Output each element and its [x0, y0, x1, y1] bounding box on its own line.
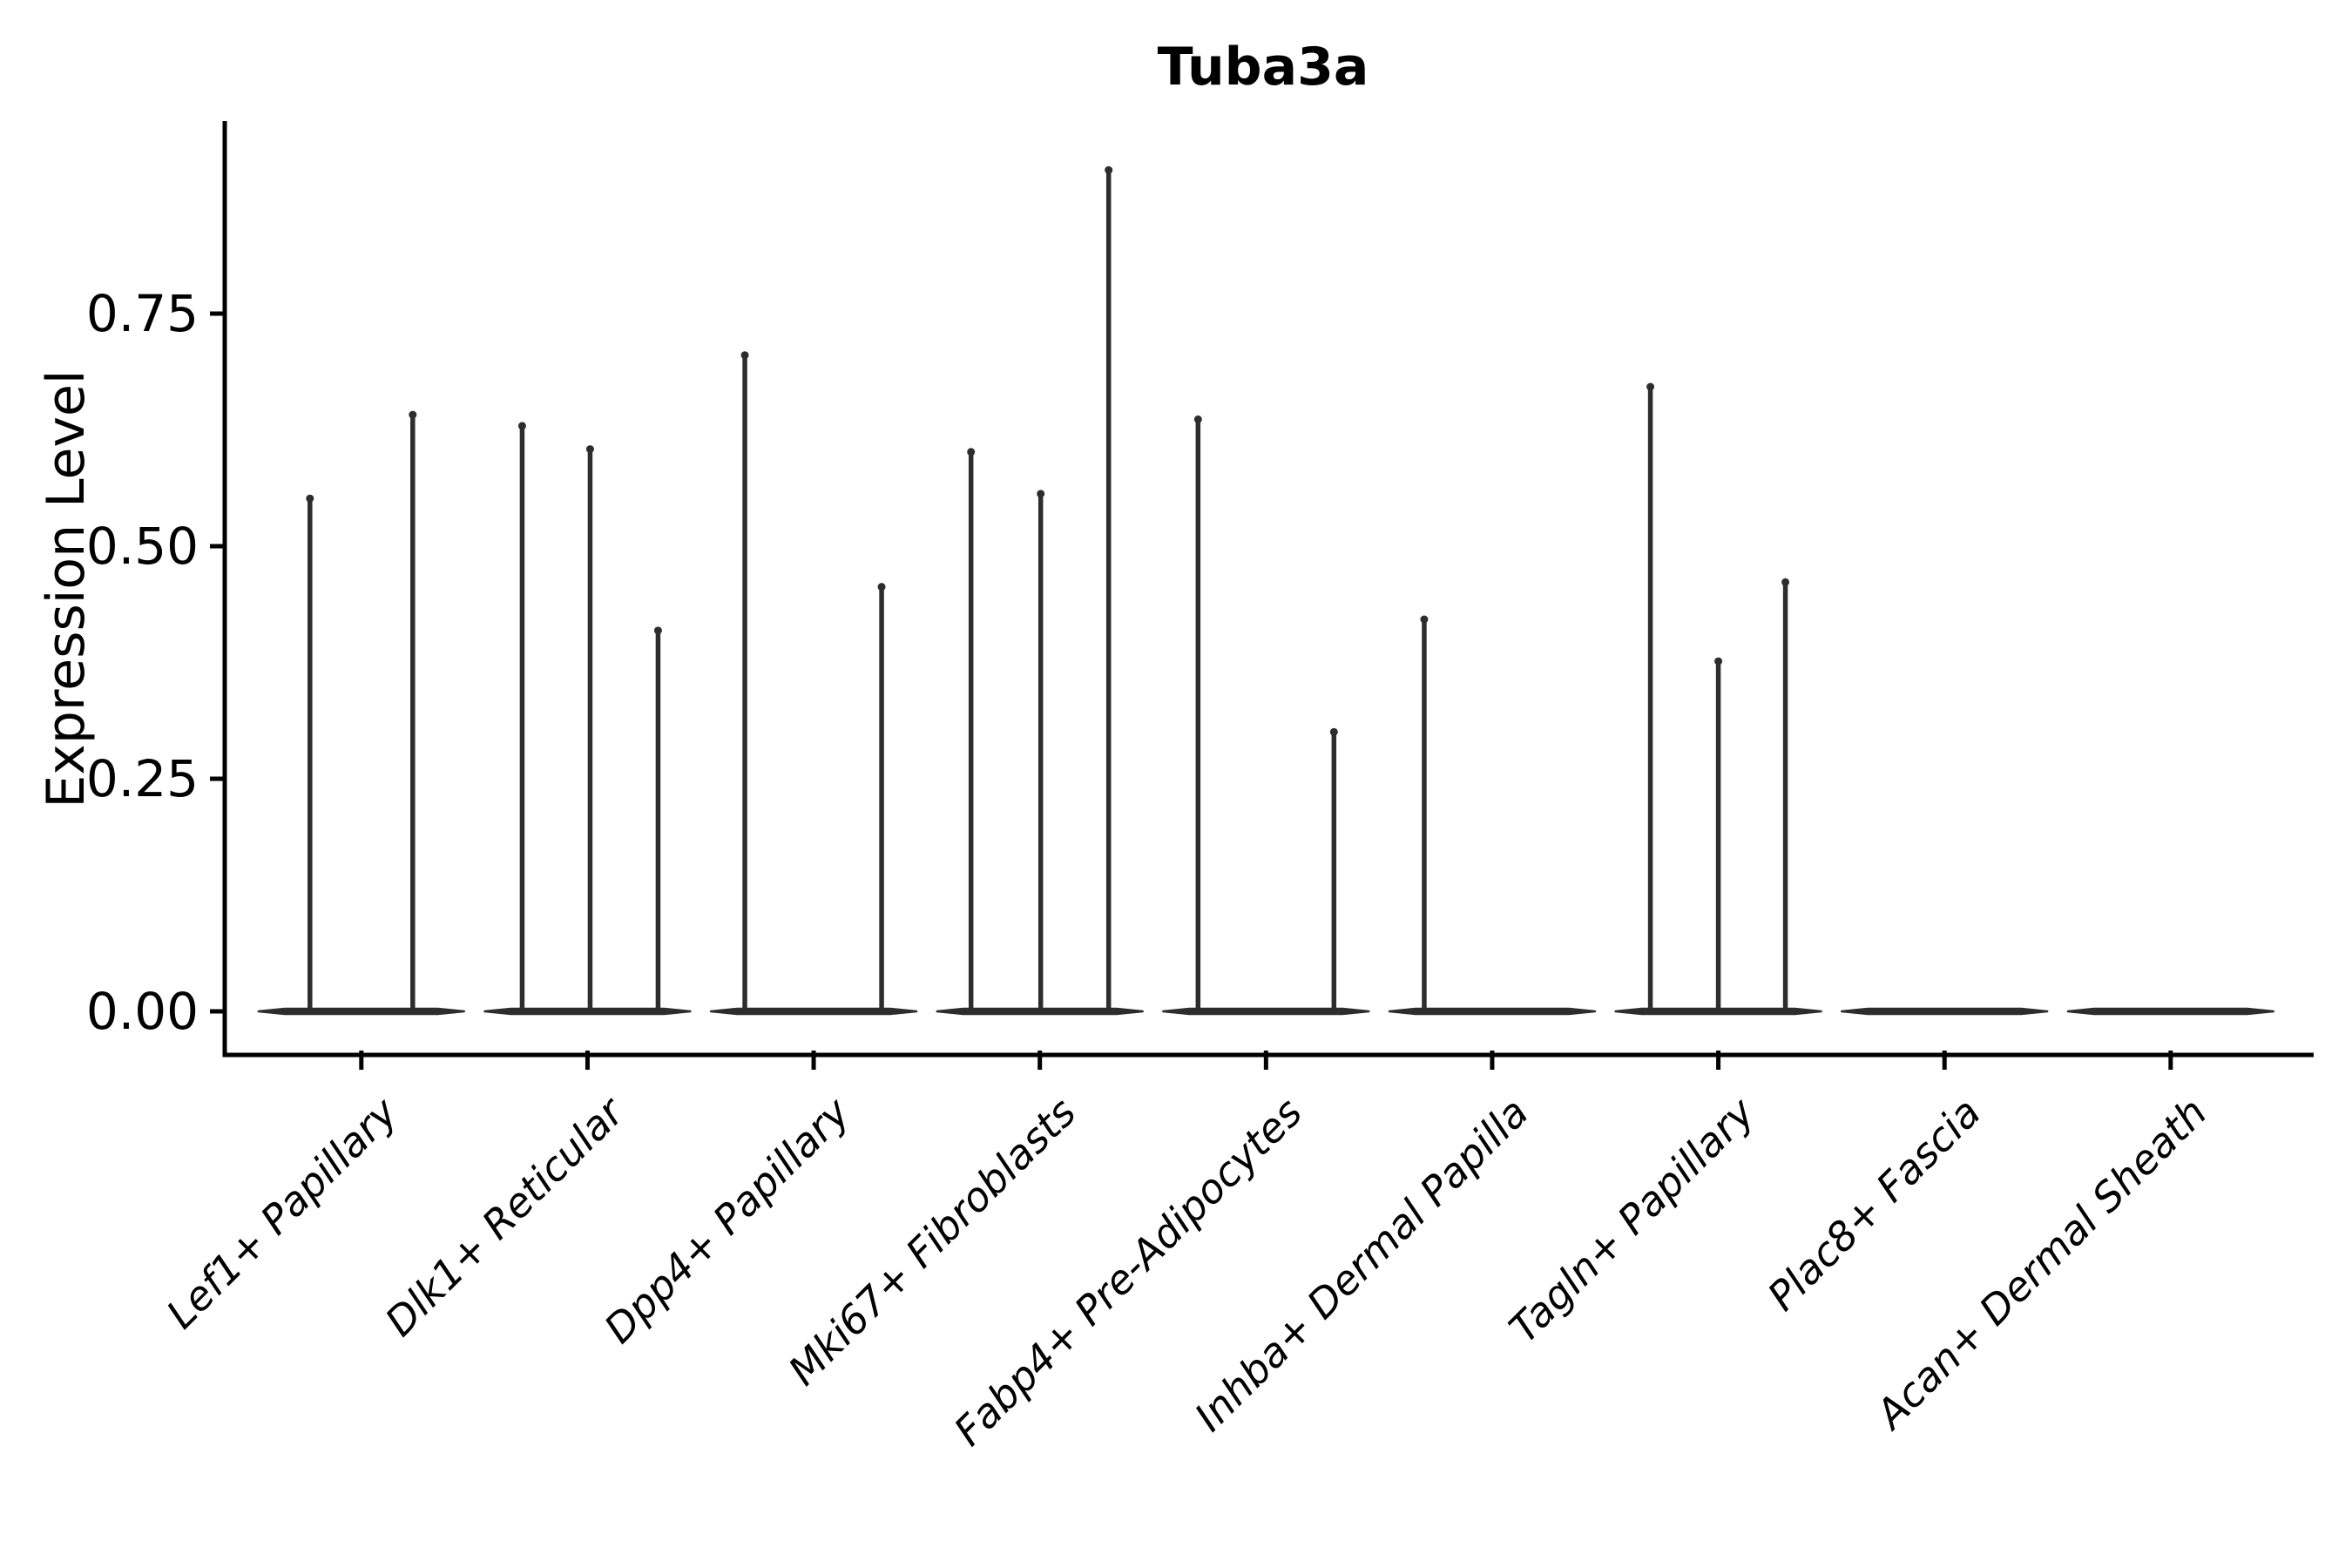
violin-baseline [1388, 1007, 1597, 1016]
chart-title: Tuba3a [1158, 37, 1369, 98]
violin-needle-tip [1329, 727, 1338, 736]
violin-needle-tip [1781, 578, 1790, 586]
violin-baseline [483, 1007, 692, 1016]
x-tick-label: Dlk1+ Reticular [376, 1086, 635, 1345]
y-tick-label: 0.75 [86, 284, 199, 343]
violin-baseline [2066, 1007, 2275, 1016]
x-tick-label: Dpp4+ Papillary [595, 1088, 859, 1352]
violin-baseline [257, 1007, 466, 1016]
x-tick-label: Tagln+ Papillary [1500, 1088, 1764, 1352]
violin-needle-tip [1105, 166, 1113, 174]
x-tick-label: Plac8+ Fascia [1759, 1089, 1990, 1320]
violin-needle-tip [653, 626, 662, 635]
y-tick-label: 0.25 [86, 749, 199, 808]
violin-baseline [1162, 1007, 1370, 1016]
y-axis-label: Expression Level [36, 369, 97, 808]
violin-baseline [709, 1007, 918, 1016]
violin-needle-tip [877, 583, 886, 591]
violin-needle-tip [585, 445, 594, 454]
violin-needle-tip [1420, 615, 1429, 624]
violin-needle-tip [1646, 382, 1655, 391]
violin-needle-tip [517, 422, 526, 430]
y-tick-label: 0.50 [86, 517, 199, 576]
violin-needle-tip [1037, 490, 1045, 498]
violin-needle-tip [740, 351, 749, 360]
violin-needle-tip [1193, 415, 1202, 423]
y-tick-label: 0.00 [86, 982, 199, 1041]
violin-needle-tip [1714, 657, 1723, 666]
violin-needle-tip [306, 494, 314, 503]
violin-baseline [1840, 1007, 2049, 1016]
violin-needle-tip [409, 410, 417, 419]
x-tick-label: Lef1+ Papillary [158, 1088, 407, 1337]
violin-needle-tip [967, 448, 976, 456]
violins-layer [257, 166, 2275, 1016]
